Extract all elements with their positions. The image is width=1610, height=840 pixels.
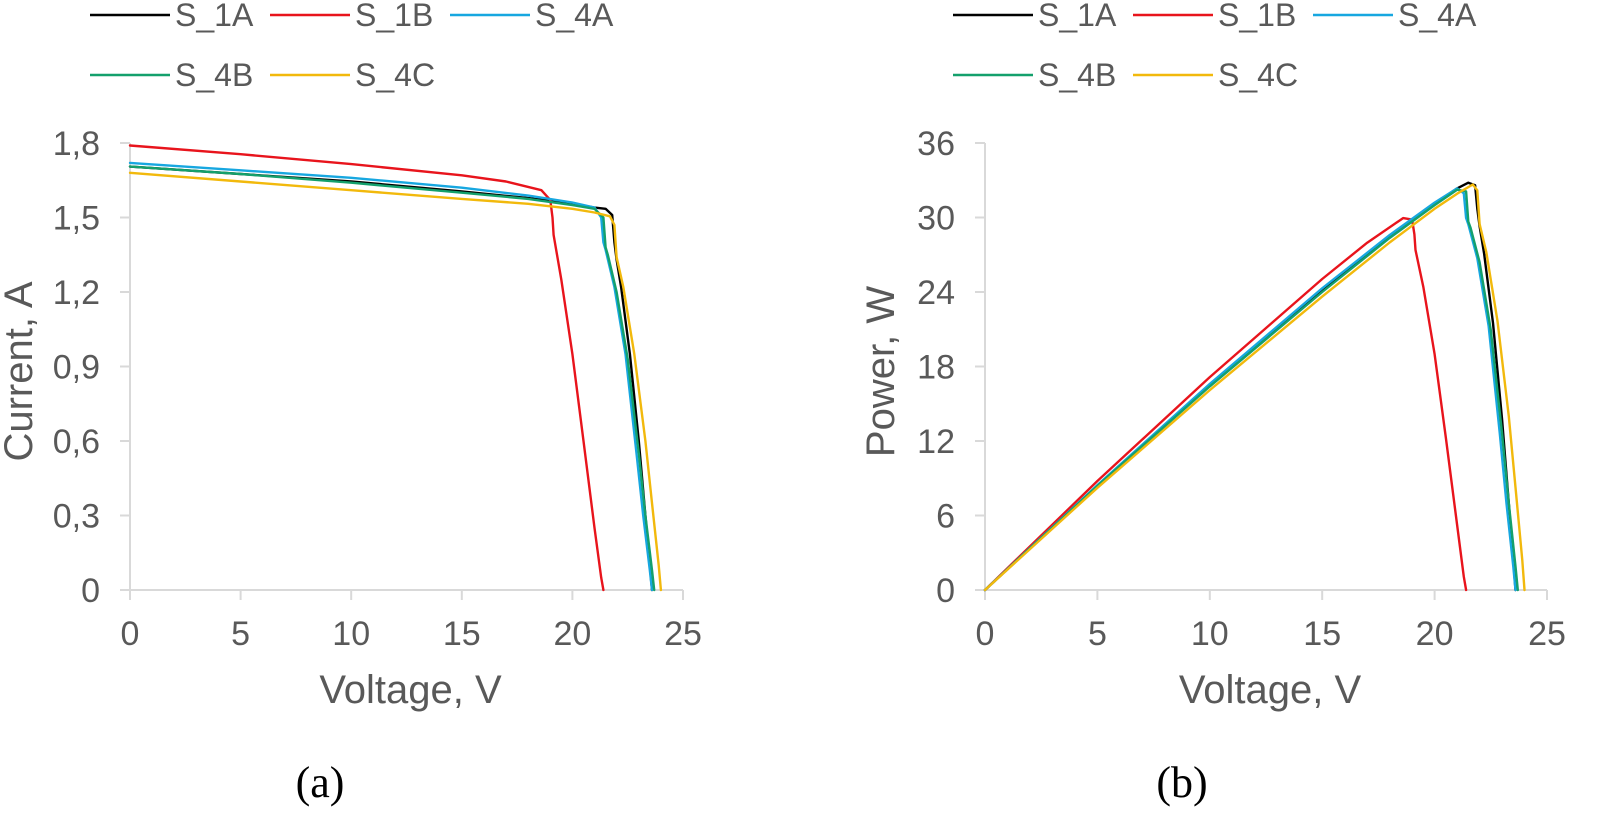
chart-panel-a: 0 5 10 15 20 25 0 0,3 0,6 0,9 1,2 1,5 1,8 Voltage, V C…	[0, 0, 702, 807]
chart-0-legend-label-s-1b: S_1B	[355, 0, 433, 33]
chart-0-x-tick-label: 25	[664, 615, 702, 653]
chart-1-y-axis-title: Power, W	[859, 286, 903, 457]
chart-1-y-tick-label: 30	[917, 200, 955, 238]
chart-0-series-s-4b-line	[128, 165, 656, 592]
chart-0-y-axis-title: Current, A	[0, 281, 41, 461]
chart-1-legend-label-s-4c: S_4C	[1218, 57, 1298, 93]
chart-1-x-tick-label: 15	[1303, 615, 1341, 653]
chart-1-y-tick-label: 18	[917, 349, 955, 387]
chart-1-legend-label-s-4a: S_4A	[1398, 0, 1477, 33]
chart-1-x-axis-title: Voltage, V	[1179, 668, 1362, 712]
chart-0-legend-label-s-4c: S_4C	[355, 57, 435, 93]
chart-0-x-tick-label: 0	[121, 615, 140, 653]
chart-0-y-tick-label: 0,3	[53, 498, 100, 536]
chart-0-series-s-1a-line	[128, 165, 654, 592]
chart-0-y-tick-label: 0,9	[53, 349, 100, 387]
chart-0-series-s-4c-line	[128, 171, 663, 592]
chart-1-x-tick-label: 20	[1416, 615, 1454, 653]
chart-1-x-tick-label: 0	[976, 615, 995, 653]
chart-0-y-tick-label: 0,6	[53, 423, 100, 461]
chart-1-x-tick-label: 10	[1191, 615, 1229, 653]
chart-1-y-tick-label: 12	[917, 423, 955, 461]
chart-1-legend-label-s-4b: S_4B	[1038, 57, 1116, 93]
chart-0-legend-label-s-1a: S_1A	[175, 0, 254, 33]
chart-0-y-tick-label: 1,8	[53, 125, 100, 163]
chart-1-x-tick-label: 25	[1528, 615, 1566, 653]
chart-0-y-tick-label: 0	[81, 572, 100, 610]
chart-0-legend-label-s-4a: S_4A	[535, 0, 614, 33]
chart-0-legend-label-s-4b: S_4B	[175, 57, 253, 93]
chart-1-legend-label-s-1a: S_1A	[1038, 0, 1117, 33]
chart-1-y-tick-label: 24	[917, 274, 955, 312]
chart-0-x-axis-title: Voltage, V	[319, 668, 502, 712]
chart-0-series-s-4a-line	[128, 161, 654, 592]
chart-1-panel-label: (b)	[1156, 758, 1207, 807]
chart-1-y-tick-label: 36	[917, 125, 955, 163]
chart-1-series-s-1b-line	[983, 216, 1468, 592]
chart-1-legend-label-s-1b: S_1B	[1218, 0, 1296, 33]
chart-1-x-tick-label: 5	[1088, 615, 1107, 653]
chart-1-y-tick-label: 6	[936, 498, 955, 536]
chart-0-series-s-1b-line	[128, 144, 605, 592]
chart-1-series-s-4c-line	[983, 183, 1526, 592]
chart-0-y-tick-label: 1,2	[53, 274, 100, 312]
chart-1-series-s-4a-line	[983, 187, 1517, 592]
chart-0-x-tick-label: 15	[443, 615, 481, 653]
chart-1-series-s-4b-line	[983, 188, 1520, 592]
chart-0-panel-label: (a)	[296, 758, 345, 807]
chart-1-y-tick-label: 0	[936, 572, 955, 610]
chart-0-x-tick-label: 10	[332, 615, 370, 653]
chart-1-series-s-1a-line	[983, 181, 1517, 592]
chart-0-y-tick-label: 1,5	[53, 200, 100, 238]
chart-panel-b: 0 5 10 15 20 25 0 6 12 18 24 30 36 Voltage, V Power, W…	[859, 0, 1566, 807]
chart-0-x-tick-label: 20	[553, 615, 591, 653]
chart-0-x-tick-label: 5	[231, 615, 250, 653]
